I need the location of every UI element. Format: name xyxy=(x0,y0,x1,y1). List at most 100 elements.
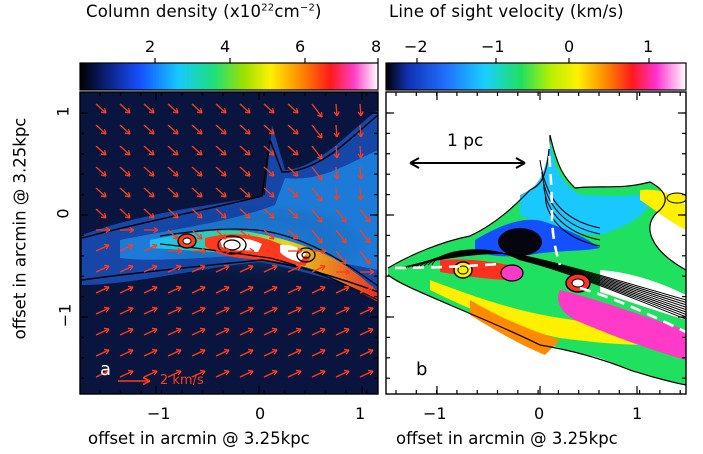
velocity-vector-head xyxy=(273,247,279,255)
velocity-vector xyxy=(143,370,158,378)
velocity-vector xyxy=(215,349,230,357)
velocity-vector xyxy=(311,187,323,202)
velocity-vector xyxy=(335,208,347,223)
velocity-vector-head xyxy=(244,150,251,156)
velocity-vector xyxy=(311,229,323,244)
velocity-vector xyxy=(191,187,203,198)
velocity-vector-head xyxy=(127,327,134,334)
velocity-vector-head xyxy=(292,213,299,219)
a-x-tick-1: 1 xyxy=(355,404,366,423)
velocity-vector xyxy=(263,349,278,357)
velocity-vector-head xyxy=(127,243,134,250)
velocity-vector-head xyxy=(317,216,323,223)
velocity-vector-head xyxy=(295,348,302,355)
velocity-vector-head xyxy=(295,285,302,292)
velocity-vector xyxy=(335,124,338,138)
velocity-vector xyxy=(143,145,155,156)
velocity-vector xyxy=(215,307,230,315)
velocity-vector-head xyxy=(343,327,350,334)
velocity-vector-head xyxy=(175,264,182,271)
velocity-vector-head xyxy=(199,348,206,355)
contour-line xyxy=(411,252,686,308)
velocity-vector-head xyxy=(244,213,251,219)
velocity-vector-head xyxy=(151,306,158,313)
a-y-tick-0: 0 xyxy=(53,208,73,219)
cd-title-unit: cm xyxy=(274,2,300,21)
velocity-vector-head xyxy=(317,132,323,139)
velocity-vector xyxy=(119,307,134,315)
velocity-vector-head xyxy=(244,108,251,114)
velocity-vector xyxy=(167,307,182,315)
velocity-vector xyxy=(311,307,326,315)
panel-b-frame xyxy=(385,91,687,395)
velocity-vector-head xyxy=(175,369,182,376)
velocity-vector-head xyxy=(247,285,254,292)
velocity-vector xyxy=(287,370,302,378)
velocity-vector-head xyxy=(321,247,327,255)
velocity-vector xyxy=(311,103,323,118)
velocity-vector-head xyxy=(271,348,278,355)
pc-scale-label: 1 pc xyxy=(447,131,484,151)
contour-line xyxy=(543,183,601,241)
velocity-vector xyxy=(239,187,251,198)
velocity-vector xyxy=(287,103,299,114)
velocity-vector xyxy=(95,349,110,357)
velocity-vector-head xyxy=(292,234,299,240)
velocity-vector-head xyxy=(268,171,275,177)
velocity-vector-head xyxy=(341,216,347,223)
velocity-vector-head xyxy=(319,306,326,313)
velocity-vector-head xyxy=(151,369,158,376)
velocity-vector xyxy=(335,328,350,336)
velocity-vector xyxy=(359,166,362,180)
velocity-vector xyxy=(191,370,206,378)
panel-b-label: b xyxy=(416,359,428,380)
velocity-vector-head xyxy=(105,226,111,234)
velocity-vector-head xyxy=(357,174,364,180)
velocity-vector-head xyxy=(153,226,159,234)
velocity-vector-head xyxy=(220,150,227,156)
velocity-vector-head xyxy=(247,306,254,313)
velocity-vector xyxy=(167,145,179,156)
velocity-vector xyxy=(263,286,278,294)
velocity-vector-head xyxy=(127,264,134,271)
velocity-vector xyxy=(215,145,227,156)
velocity-vector xyxy=(359,307,374,315)
velocity-vector-head xyxy=(271,264,278,271)
velocity-vector-head xyxy=(172,108,179,114)
cd-title-unit-exp: −2 xyxy=(299,2,316,14)
velocity-vector xyxy=(191,328,206,336)
velocity-vector-head xyxy=(317,153,323,160)
velocity-vector-head xyxy=(220,108,227,114)
velocity-vector-head xyxy=(100,150,107,156)
velocity-vector xyxy=(287,208,299,219)
velocity-vector xyxy=(359,328,374,336)
velocity-vector-head xyxy=(317,237,323,244)
velocity-vector-head xyxy=(317,195,323,202)
velocity-vector-head xyxy=(220,129,227,135)
velocity-vector xyxy=(263,145,275,156)
velocity-vector xyxy=(335,103,338,117)
velocity-vector xyxy=(95,208,107,219)
velocity-vector-head xyxy=(292,129,299,135)
velocity-vector xyxy=(239,208,251,219)
a-y-tick-m1: −1 xyxy=(55,303,75,328)
velocity-vector xyxy=(311,349,326,357)
velocity-vector xyxy=(143,103,155,114)
velocity-vector-head xyxy=(175,348,182,355)
velocity-vector xyxy=(95,286,110,294)
velocity-vector xyxy=(287,265,302,273)
velocity-vector xyxy=(287,328,302,336)
velocity-vector xyxy=(335,349,350,357)
velocity-vector xyxy=(119,103,131,114)
velocity-vector xyxy=(167,370,182,378)
velocity-vector xyxy=(359,286,374,294)
velocity-vector-head xyxy=(343,285,350,292)
velocity-vector xyxy=(287,307,302,315)
velocity-vector-head xyxy=(103,369,110,376)
velocity-vector-head xyxy=(172,234,179,240)
velocity-colorbar xyxy=(385,62,687,91)
velocity-vector xyxy=(191,103,203,114)
velocity-vector-head xyxy=(124,213,131,219)
velocity-vector-head xyxy=(124,129,131,135)
velocity-vector xyxy=(359,145,362,159)
